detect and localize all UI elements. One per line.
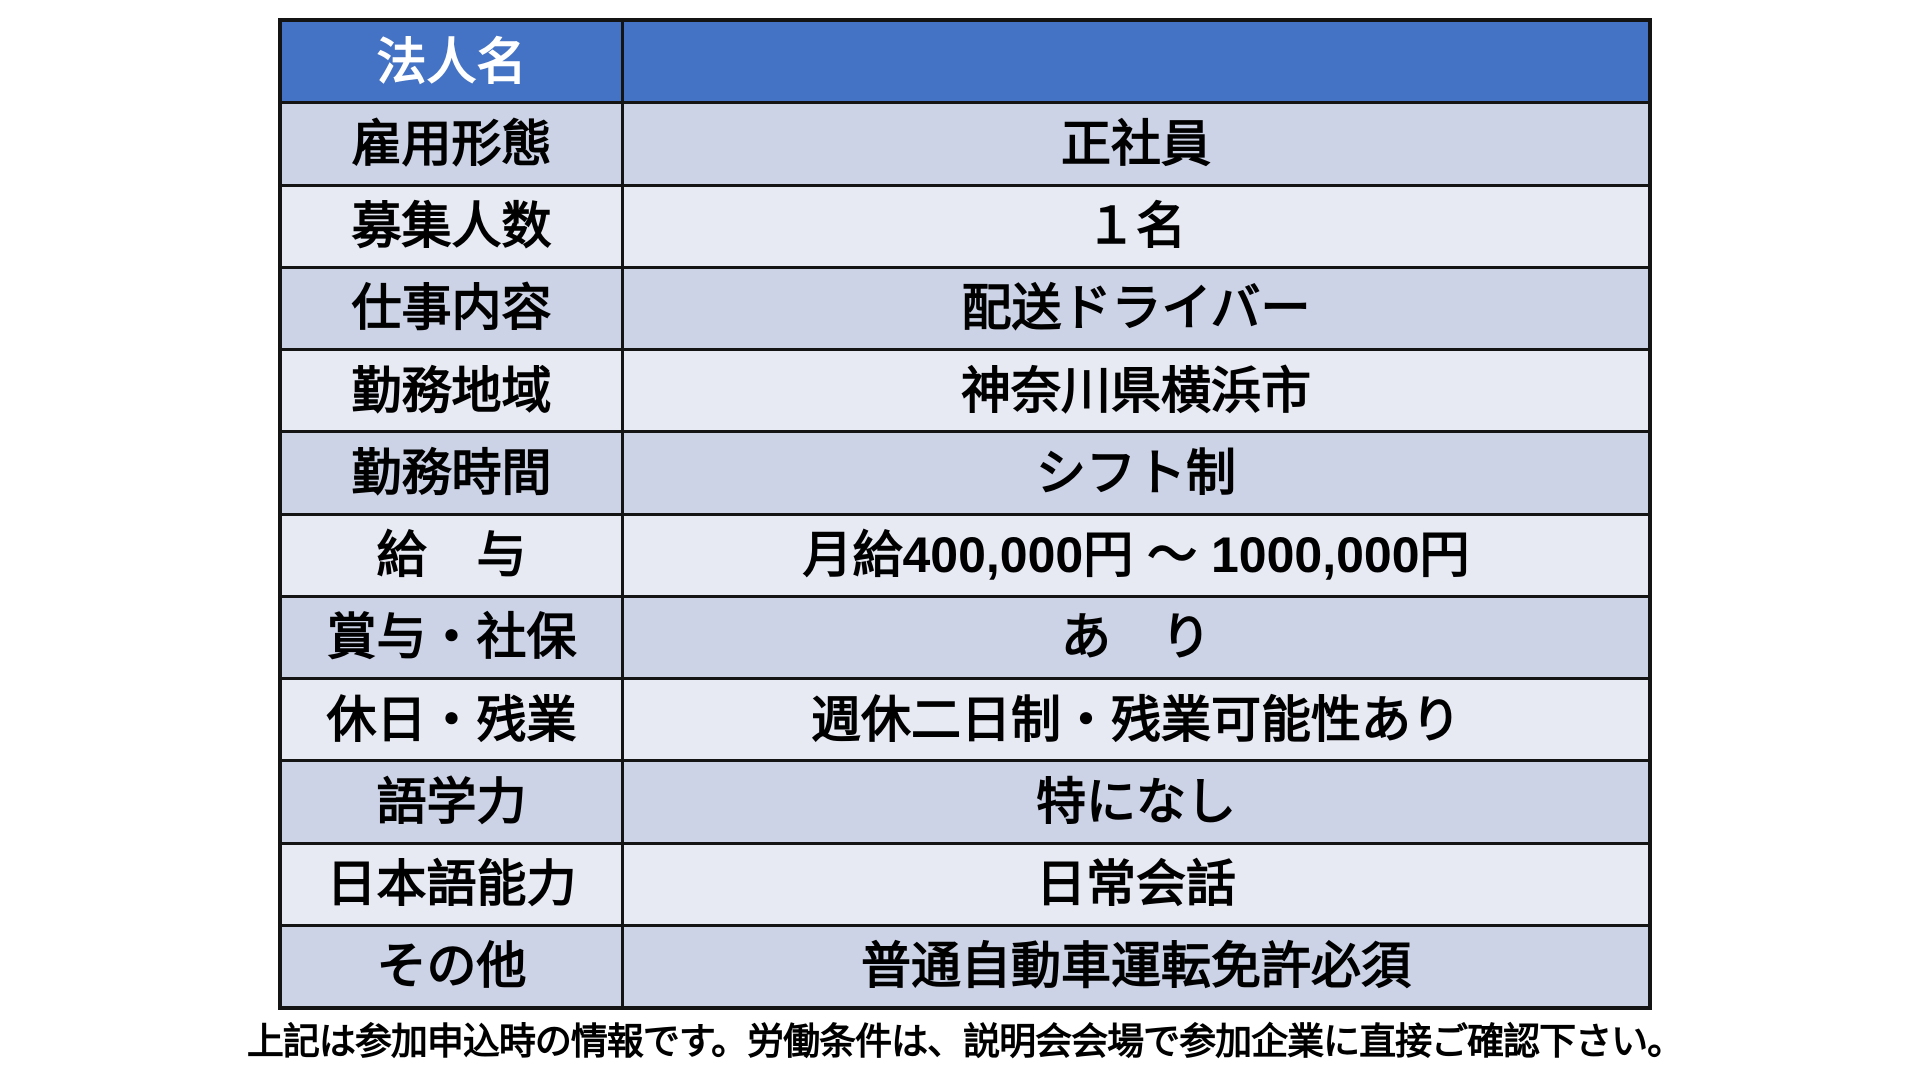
row-value: 日常会話: [1036, 856, 1236, 913]
table-row-other: その他 普通自動車運転免許必須: [282, 923, 1648, 1006]
footer-note: 上記は参加申込時の情報です。労働条件は、説明会会場で参加企業に直接ご確認下さい。: [246, 1021, 1684, 1062]
row-value: [624, 22, 1648, 101]
table-row-corporate-name: 法人名: [282, 22, 1648, 102]
table-row-japanese-ability: 日本語能力 日常会話: [282, 841, 1648, 924]
row-value: 特になし: [1036, 773, 1236, 830]
table-row-work-area: 勤務地域 神奈川県横浜市: [282, 348, 1648, 431]
row-value: １名: [1086, 198, 1186, 255]
row-label: 勤務時間: [282, 433, 624, 513]
row-label: 給 与: [282, 515, 624, 595]
table-row-salary: 給 与 月給400,000円 ～ 1000,000円: [282, 512, 1648, 595]
row-value: あ り: [1061, 609, 1211, 666]
row-value: 神奈川県横浜市: [961, 362, 1311, 419]
row-label: 語学力: [282, 762, 624, 842]
row-value: 配送ドライバー: [961, 280, 1311, 337]
row-label: 雇用形態: [282, 104, 624, 184]
row-value: 週休二日制・残業可能性あり: [811, 691, 1461, 748]
row-value: シフト制: [1036, 444, 1236, 501]
table-row-openings: 募集人数 １名: [282, 183, 1648, 266]
row-label: その他: [282, 926, 624, 1006]
row-label: 勤務地域: [282, 351, 624, 431]
table-row-bonus-insurance: 賞与・社保 あ り: [282, 594, 1648, 677]
row-label: 休日・残業: [282, 680, 624, 760]
job-info-table: 法人名 雇用形態 正社員 募集人数 １名 仕事内容 配送ドライバー 勤務地域 神…: [278, 18, 1652, 1010]
row-label: 募集人数: [282, 186, 624, 266]
table-row-language-skills: 語学力 特になし: [282, 759, 1648, 842]
row-label: 日本語能力: [282, 844, 624, 924]
table-row-employment-type: 雇用形態 正社員: [282, 101, 1648, 184]
table-row-holidays-overtime: 休日・残業 週休二日制・残業可能性あり: [282, 677, 1648, 760]
row-value: 正社員: [1061, 115, 1211, 172]
table-row-job-description: 仕事内容 配送ドライバー: [282, 265, 1648, 348]
row-value: 普通自動車運転免許必須: [861, 938, 1411, 995]
row-value: 月給400,000円 ～ 1000,000円: [802, 527, 1470, 584]
row-label: 仕事内容: [282, 268, 624, 348]
table-row-work-hours: 勤務時間 シフト制: [282, 430, 1648, 513]
row-label: 法人名: [282, 22, 624, 102]
row-label: 賞与・社保: [282, 597, 624, 677]
